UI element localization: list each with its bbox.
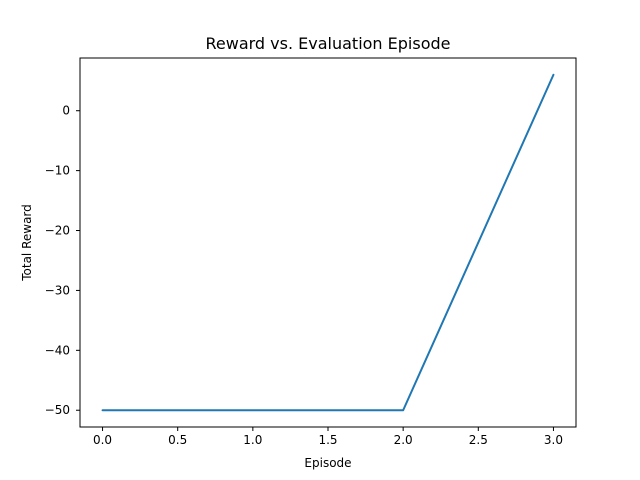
x-tick-label: 0.5 — [168, 433, 187, 447]
x-tick-label: 3.0 — [544, 433, 563, 447]
plot-area: 0.0 0.5 1.0 1.5 2.0 2.5 3.0 −50 −40 −30 −20 −10 0 — [45, 57, 577, 447]
x-tick-label: 2.0 — [394, 433, 413, 447]
y-axis-label: Total Reward — [20, 204, 34, 282]
x-axis-ticks: 0.0 0.5 1.0 1.5 2.0 2.5 3.0 — [93, 427, 563, 447]
x-tick-label: 0.0 — [93, 433, 112, 447]
y-tick-label: 0 — [62, 104, 70, 118]
reward-series-line — [101, 73, 555, 412]
x-tick-label: 2.5 — [469, 433, 488, 447]
series-layer — [101, 73, 555, 412]
x-axis-label: Episode — [304, 456, 351, 470]
y-tick-label: −50 — [45, 403, 70, 417]
axes-frame — [79, 57, 577, 428]
x-tick-label: 1.5 — [318, 433, 337, 447]
y-tick-label: −30 — [45, 283, 70, 297]
x-tick-label: 1.0 — [243, 433, 262, 447]
y-tick-label: −40 — [45, 343, 70, 357]
y-axis-ticks: −50 −40 −30 −20 −10 0 — [45, 104, 80, 417]
y-tick-label: −10 — [45, 164, 70, 178]
y-tick-label: −20 — [45, 224, 70, 238]
chart-title: Reward vs. Evaluation Episode — [206, 34, 451, 53]
